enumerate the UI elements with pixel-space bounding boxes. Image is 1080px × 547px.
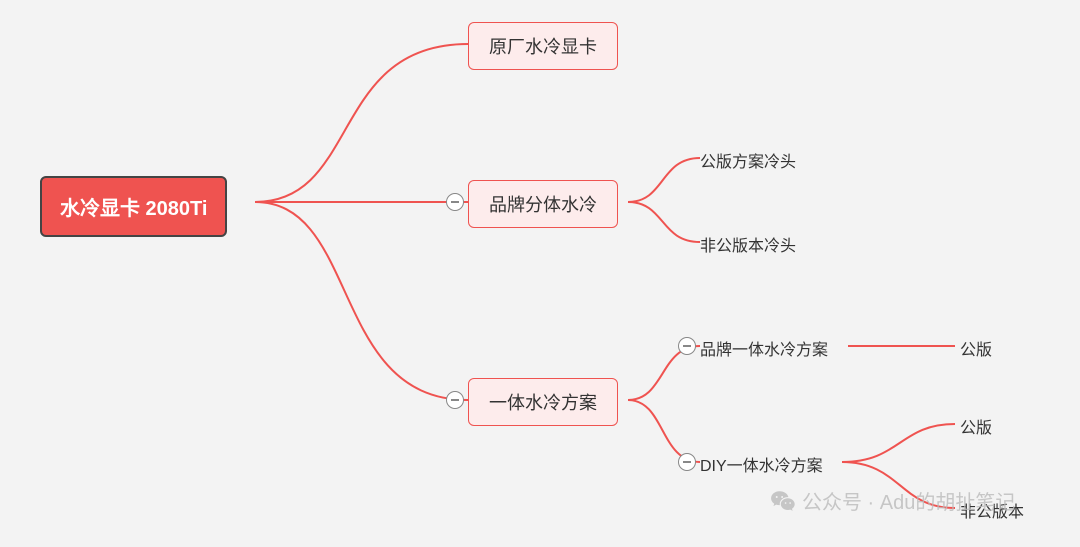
leaf-label: 品牌一体水冷方案 xyxy=(700,342,828,359)
wechat-icon xyxy=(770,488,796,514)
leaf-label: 公版 xyxy=(960,342,992,359)
branch-label: 品牌分体水冷 xyxy=(489,195,597,215)
root-node[interactable]: 水冷显卡 2080Ti xyxy=(40,176,227,237)
collapse-button-n2[interactable] xyxy=(446,193,464,211)
leaf-node-n2a[interactable]: 公版方案冷头 xyxy=(700,148,796,172)
leaf-label: 公版 xyxy=(960,420,992,437)
leaf-node-n3b[interactable]: DIY一体水冷方案 xyxy=(700,452,823,476)
connector-layer xyxy=(0,0,1080,547)
leaf-node-n2b[interactable]: 非公版本冷头 xyxy=(700,232,796,256)
branch-node-n3[interactable]: 一体水冷方案 xyxy=(468,378,618,426)
collapse-button-n3[interactable] xyxy=(446,391,464,409)
branch-node-n1[interactable]: 原厂水冷显卡 xyxy=(468,22,618,70)
collapse-button-n3a[interactable] xyxy=(678,337,696,355)
branch-node-n2[interactable]: 品牌分体水冷 xyxy=(468,180,618,228)
leaf-label: 公版方案冷头 xyxy=(700,154,796,171)
leaf-label: 非公版本冷头 xyxy=(700,238,796,255)
watermark: 公众号 · Adu的胡扯笔记 xyxy=(770,486,1015,515)
leaf-node-n3b1[interactable]: 公版 xyxy=(960,414,992,438)
root-label: 水冷显卡 2080Ti xyxy=(60,198,207,220)
leaf-label: DIY一体水冷方案 xyxy=(700,458,823,475)
branch-label: 原厂水冷显卡 xyxy=(489,37,597,57)
collapse-button-n3b[interactable] xyxy=(678,453,696,471)
leaf-node-n3a[interactable]: 品牌一体水冷方案 xyxy=(700,336,828,360)
branch-label: 一体水冷方案 xyxy=(489,393,597,413)
leaf-node-n3a1[interactable]: 公版 xyxy=(960,336,992,360)
watermark-text: 公众号 · Adu的胡扯笔记 xyxy=(802,486,1015,515)
